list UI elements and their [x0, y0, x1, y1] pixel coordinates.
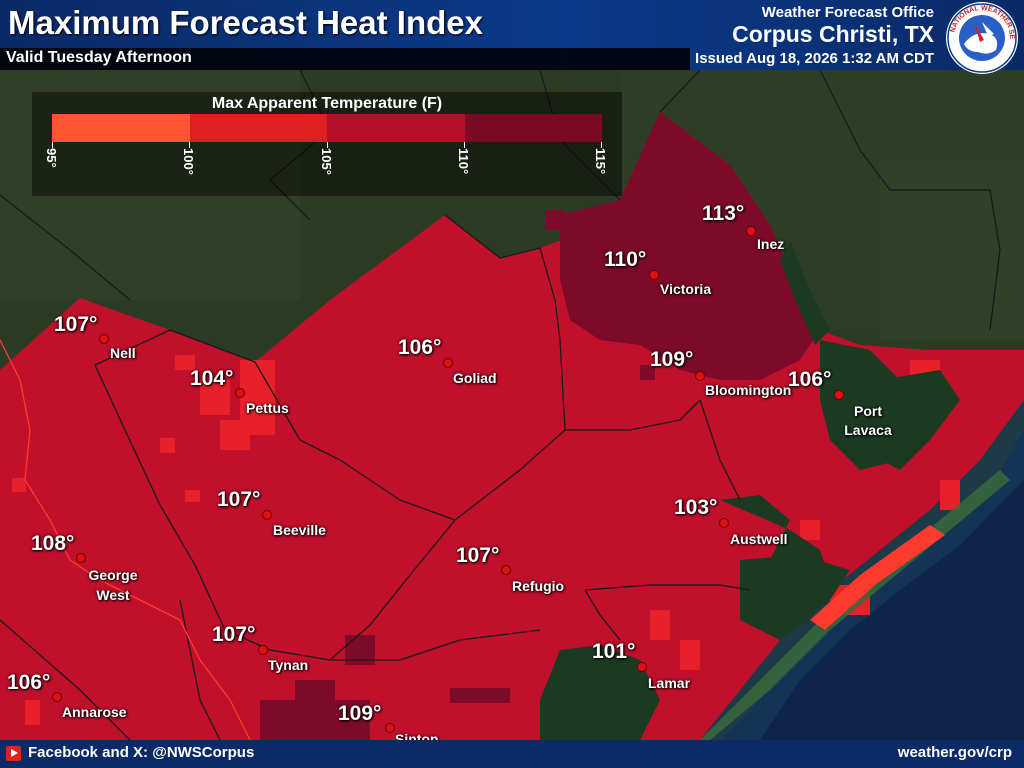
- temp-annarose: 106°: [7, 671, 51, 694]
- temp-austwell: 103°: [674, 496, 718, 519]
- city-dot-pettus: [235, 388, 245, 398]
- legend: Max Apparent Temperature (F) 95° 100° 10…: [32, 92, 622, 196]
- city-dot-annarose: [52, 692, 62, 702]
- temp-port-lavaca: 106°: [788, 368, 832, 391]
- city-victoria: Victoria: [660, 281, 712, 297]
- temp-bloomington: 109°: [650, 348, 694, 371]
- legend-tick-label: 105°: [319, 148, 334, 175]
- gulf-water-shallow: [700, 400, 1024, 740]
- city-refugio: Refugio: [512, 578, 565, 594]
- city-sinton: Sinton: [395, 731, 439, 740]
- subtitle-bar: [0, 48, 690, 70]
- temp-lamar: 101°: [592, 640, 636, 663]
- map-title: Maximum Forecast Heat Index: [8, 4, 483, 41]
- city-lamar: Lamar: [648, 675, 691, 691]
- legend-tick-mark: [327, 142, 328, 148]
- city-goliad: Goliad: [453, 370, 497, 386]
- legend-swatch-110-115: [464, 114, 602, 142]
- temp-sinton: 109°: [338, 702, 382, 725]
- issued-time: Issued Aug 18, 2026 1:32 AM CDT: [695, 50, 934, 67]
- legend-tick-mark: [189, 142, 190, 148]
- legend-swatch-105-110: [327, 114, 465, 142]
- temp-george-west: 108°: [31, 532, 75, 555]
- city-dot-lamar: [637, 662, 647, 672]
- social-handle: Facebook and X: @NWSCorpus: [28, 744, 255, 761]
- city-dot-sinton: [385, 723, 395, 733]
- legend-tick-label: 115°: [593, 148, 608, 175]
- temp-beeville: 107°: [217, 488, 261, 511]
- city-pettus: Pettus: [246, 400, 289, 416]
- legend-swatch-95-100: [52, 114, 190, 142]
- heat-110-cells: [260, 210, 745, 740]
- city-bloomington: Bloomington: [705, 382, 792, 398]
- county-lines: [0, 69, 1001, 741]
- legend-tick-mark: [464, 142, 465, 148]
- temp-pettus: 104°: [190, 367, 234, 390]
- city-dot-nell: [99, 334, 109, 344]
- city-inez: Inez: [757, 236, 785, 252]
- play-icon: [6, 746, 21, 761]
- city-dot-george-west: [76, 553, 86, 563]
- city-nell: Nell: [110, 345, 136, 361]
- legend-color-bar: [52, 114, 602, 142]
- legend-swatch-100-105: [189, 114, 327, 142]
- temp-tynan: 107°: [212, 623, 256, 646]
- website-link[interactable]: weather.gov/crp: [897, 744, 1012, 761]
- legend-tick-mark: [52, 142, 53, 148]
- city-dot-victoria: [649, 270, 659, 280]
- nws-logo-icon: NATIONAL WEATHER SERVICE: [944, 0, 1018, 74]
- legend-tick-label: 100°: [181, 148, 196, 175]
- temp-goliad: 106°: [398, 336, 442, 359]
- temp-victoria: 110°: [604, 248, 647, 271]
- office-label: Weather Forecast Office: [761, 4, 934, 21]
- city-beeville: Beeville: [273, 522, 326, 538]
- heat-region-110: [560, 112, 820, 380]
- city-austwell: Austwell: [730, 531, 788, 547]
- temp-inez: 113°: [702, 202, 745, 225]
- city-george-west: George West: [88, 567, 138, 603]
- bays: [540, 240, 960, 740]
- city-dot-austwell: [719, 518, 729, 528]
- temp-refugio: 107°: [456, 544, 500, 567]
- city-tynan: Tynan: [268, 657, 309, 673]
- legend-tick-mark: [601, 142, 602, 148]
- city-annarose: Annarose: [62, 704, 127, 720]
- city-dot-port-lavaca: [834, 390, 844, 400]
- city-sinton-clip: Sinton: [395, 731, 485, 740]
- city-dot-bloomington: [695, 371, 705, 381]
- city-dot-inez: [746, 226, 756, 236]
- valid-time: Valid Tuesday Afternoon: [6, 49, 192, 66]
- footer-bar: [0, 740, 1024, 768]
- island-heat-strip: [810, 525, 945, 630]
- city-dot-beeville: [262, 510, 272, 520]
- river: [0, 339, 251, 741]
- legend-title: Max Apparent Temperature (F): [211, 95, 443, 112]
- city-dot-tynan: [258, 645, 268, 655]
- office-name: Corpus Christi, TX: [732, 21, 934, 47]
- city-dot-goliad: [443, 358, 453, 368]
- legend-tick-label: 95°: [44, 148, 59, 168]
- temp-nell: 107°: [54, 313, 98, 336]
- legend-tick-label: 110°: [456, 148, 471, 175]
- city-dot-refugio: [501, 565, 511, 575]
- city-port-lavaca: Port Lavaca: [844, 403, 892, 438]
